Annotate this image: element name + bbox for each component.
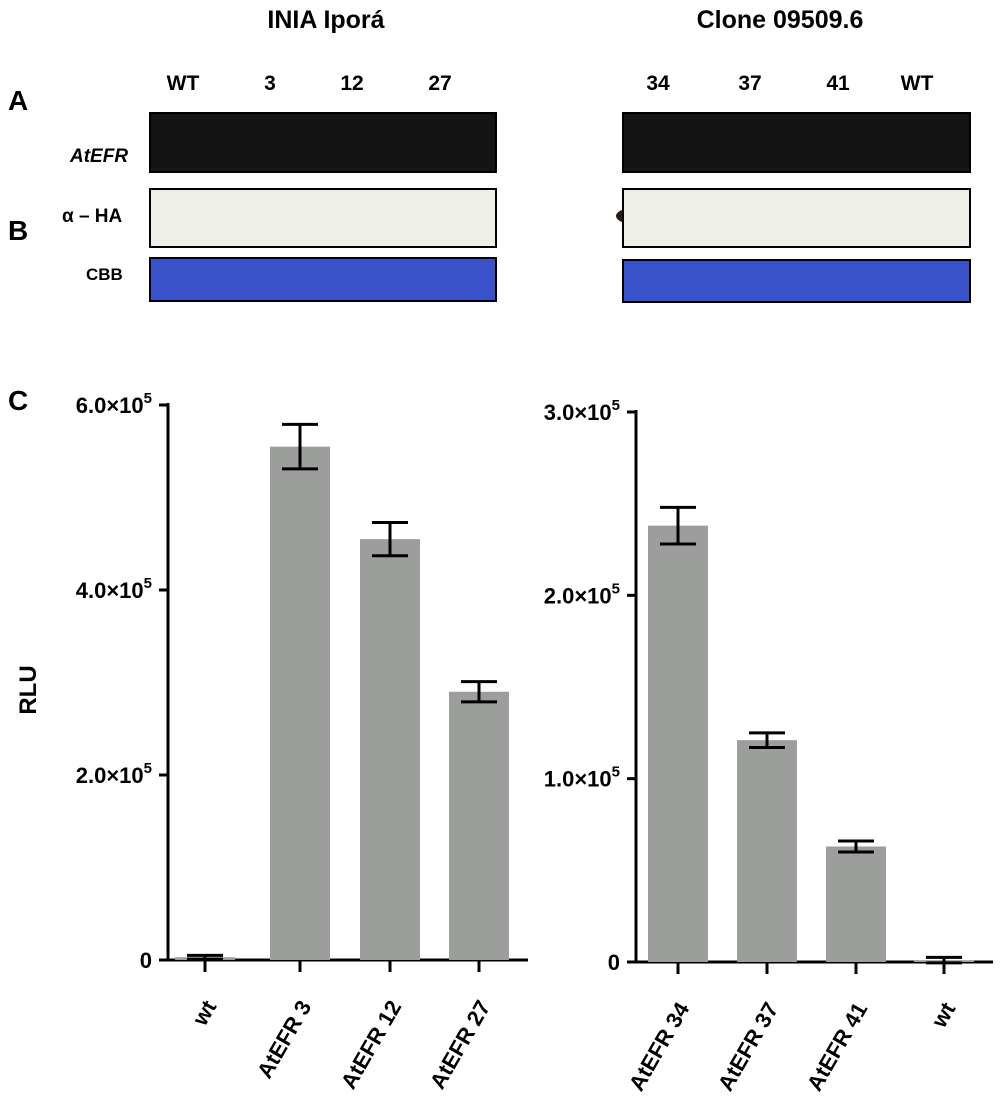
lane-label: 3 (264, 72, 276, 95)
y-tick-label: 3.0×105 (544, 397, 620, 425)
x-tick-label: AtEFR 41 (802, 998, 873, 1095)
y-axis-label: RLU (15, 665, 42, 714)
x-tick-label: wt (187, 995, 222, 1030)
gel-image-left (149, 112, 497, 173)
x-tick-label: wt (926, 997, 961, 1032)
y-tick-label: 2.0×105 (76, 760, 152, 788)
western-row-label: α – HA (62, 206, 123, 227)
bar (826, 846, 886, 962)
cbb-stain-right (622, 259, 971, 303)
western-blot-left (149, 188, 497, 248)
x-tick-label: AtEFR 12 (336, 996, 407, 1093)
y-tick-label: 2.0×105 (544, 580, 620, 608)
panel-letter-b: B (8, 215, 28, 246)
lane-label: 34 (646, 72, 670, 95)
lane-label: 37 (738, 72, 761, 95)
gel-frame (149, 112, 497, 173)
western-frame (149, 188, 497, 248)
western-blot-right (616, 188, 971, 248)
bar (270, 446, 330, 960)
western-frame (622, 188, 971, 248)
x-tick-label: AtEFR 3 (252, 996, 316, 1083)
panel-letter-a: A (8, 85, 28, 116)
lane-label: 12 (340, 72, 363, 95)
lane-label: WT (901, 72, 934, 95)
cbb-stain-left (149, 257, 497, 302)
right-group-title: Clone 09509.6 (697, 6, 864, 34)
stain-row-label: CBB (86, 265, 123, 284)
y-tick-label: 0 (140, 948, 152, 973)
lane-label: 27 (428, 72, 451, 95)
cbb-frame (149, 257, 497, 302)
y-tick-label: 4.0×105 (76, 575, 152, 603)
lane-label: 41 (826, 72, 850, 95)
y-tick-label: 1.0×105 (544, 764, 620, 792)
gel-row-label: AtEFR (69, 146, 128, 167)
bar-chart-right: 0 1.0×105 2.0×105 3.0×105 AtEFR 34 AtEFR 37 At… (544, 397, 993, 1095)
x-tick-label: AtEFR 27 (425, 996, 496, 1093)
bar (648, 525, 708, 962)
cbb-frame (622, 259, 971, 303)
panel-letter-c: C (8, 385, 28, 416)
x-tick-label: AtEFR 34 (624, 997, 695, 1095)
y-tick-label: 0 (608, 950, 620, 975)
y-tick-label: 6.0×105 (76, 390, 152, 418)
gel-frame (622, 112, 971, 173)
gel-image-right (622, 112, 971, 173)
lane-label: WT (167, 72, 200, 95)
left-lane-labels: WT 3 12 27 (167, 72, 452, 95)
bar (449, 691, 509, 960)
bar-chart-left: 0 2.0×105 4.0×105 6.0×105 wt AtEFR 3 AtEFR 12 A… (76, 390, 528, 1093)
bar (737, 740, 797, 962)
left-group-title: INIA Iporá (267, 6, 384, 34)
right-lane-labels: 34 37 41 WT (646, 72, 933, 95)
x-tick-label: AtEFR 37 (713, 998, 784, 1095)
bar (360, 539, 420, 960)
